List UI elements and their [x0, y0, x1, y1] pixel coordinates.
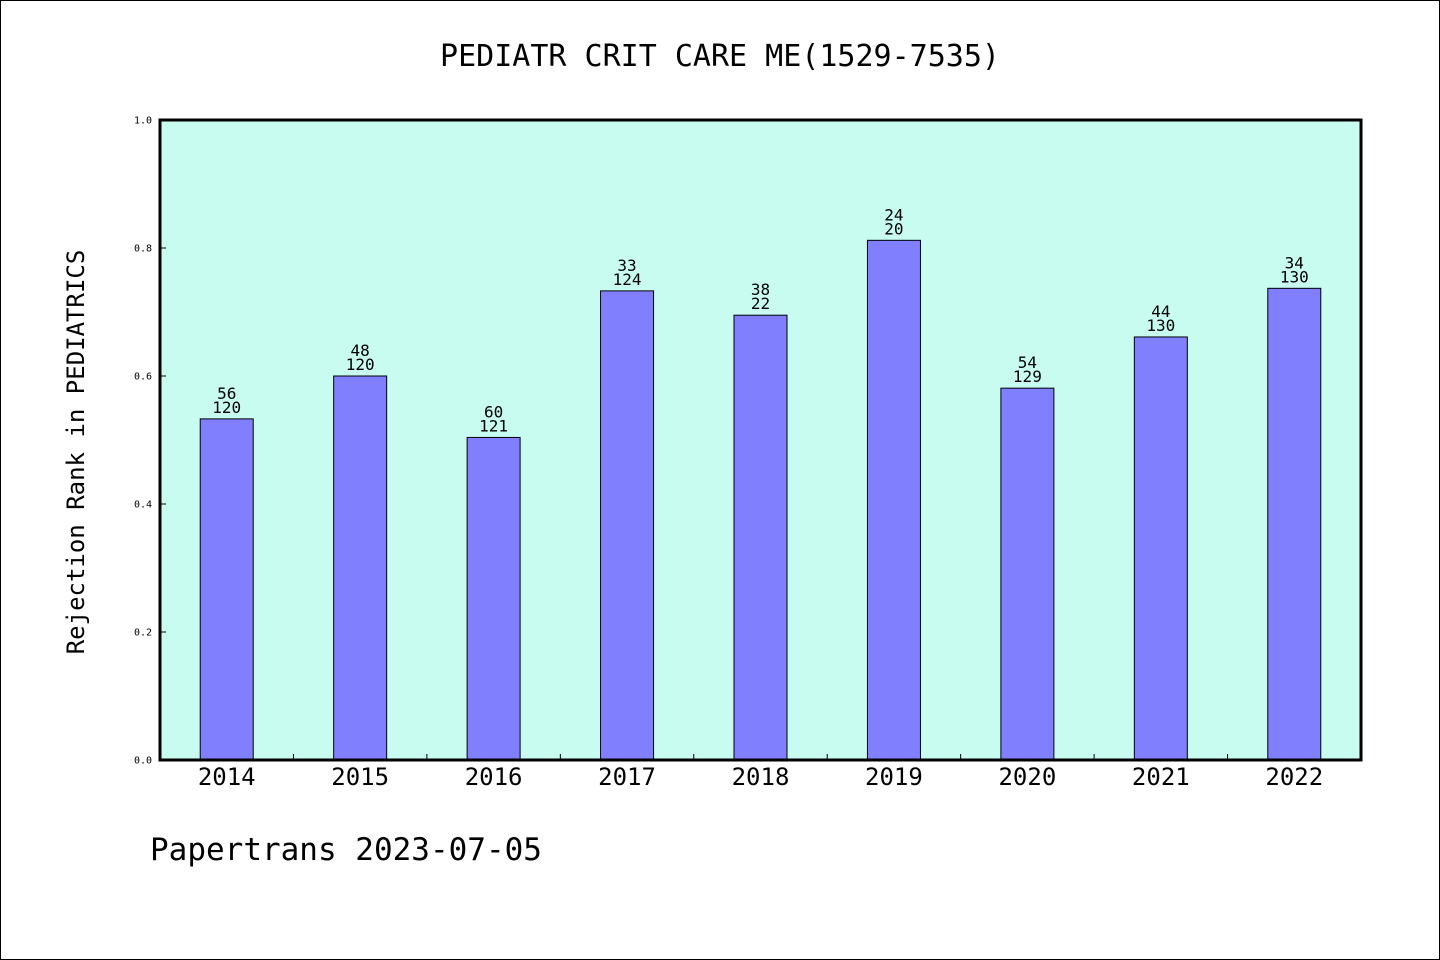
y-tick-label: 0.8 — [134, 244, 152, 255]
bar-2021 — [1133, 336, 1188, 761]
x-tick-label: 2022 — [1265, 763, 1323, 791]
bar-2019 — [866, 239, 921, 761]
y-tick-label: 0.4 — [134, 500, 152, 511]
x-tick-label: 2020 — [998, 763, 1056, 791]
plot-border — [158, 118, 1363, 762]
bar-label-bottom: 130 — [1280, 267, 1309, 286]
bar-label-bottom: 20 — [884, 219, 903, 238]
x-axis-ticks: 2014 2015 2016 2017 2018 2019 2020 2021 2022 — [198, 754, 1323, 791]
x-tick-label: 2017 — [598, 763, 656, 791]
bar-label-bottom: 120 — [346, 355, 375, 374]
bar-2020 — [1000, 387, 1055, 761]
x-tick-label: 2019 — [865, 763, 923, 791]
bar-label-top: 38 — [751, 280, 770, 299]
bar-label-bottom: 120 — [212, 398, 241, 417]
bar-labels: 5612048120601213312438222420541294413034… — [212, 205, 1308, 435]
bar-2017 — [600, 290, 655, 761]
bars — [199, 239, 1322, 761]
footer-text: Papertrans 2023-07-05 — [150, 832, 542, 868]
bar-2015 — [333, 375, 388, 761]
x-tick-label: 2014 — [198, 763, 256, 791]
x-tick-label: 2021 — [1132, 763, 1190, 791]
bar-2014 — [199, 418, 254, 761]
bar-label-bottom: 124 — [613, 270, 642, 289]
x-tick-label: 2016 — [465, 763, 523, 791]
x-tick-label: 2015 — [331, 763, 389, 791]
y-tick-label: 0.0 — [134, 756, 152, 767]
bar-label-top: 48 — [351, 341, 370, 360]
bar-label-bottom: 22 — [751, 294, 770, 313]
x-tick-label: 2018 — [732, 763, 790, 791]
bar-2016 — [466, 436, 521, 761]
bar-2022 — [1267, 287, 1322, 761]
chart-title: PEDIATR CRIT CARE ME(1529-7535) — [440, 39, 1000, 74]
bar-label-top: 44 — [1151, 302, 1170, 321]
y-tick-label: 0.2 — [134, 628, 152, 639]
bar-label-top: 54 — [1018, 353, 1037, 372]
bar-label-top: 24 — [884, 205, 903, 224]
bar-label-top: 34 — [1285, 253, 1304, 272]
bar-label-top: 60 — [484, 402, 503, 421]
y-tick-label: 1.0 — [134, 116, 152, 127]
bar-label-bottom: 129 — [1013, 367, 1042, 386]
bar-label-bottom: 130 — [1146, 316, 1175, 335]
y-axis-label: Rejection Rank in PEDIATRICS — [62, 250, 90, 655]
y-tick-label: 0.6 — [134, 372, 152, 383]
bar-2018 — [733, 314, 788, 761]
bar-label-top: 56 — [217, 384, 236, 403]
bar-label-top: 33 — [617, 256, 636, 275]
bar-label-bottom: 121 — [479, 416, 508, 435]
